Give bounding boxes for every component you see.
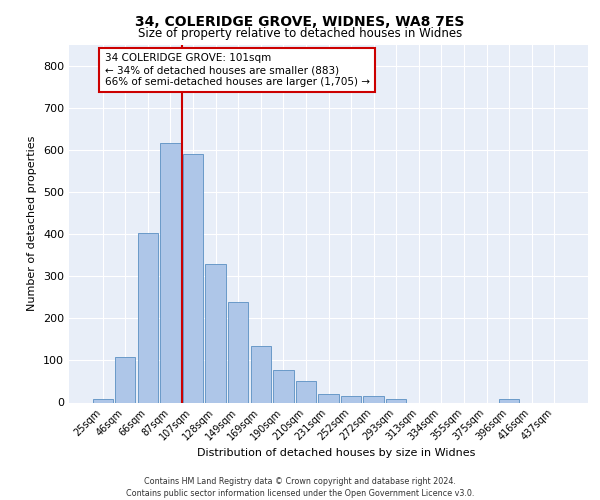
- Bar: [92, 399, 113, 402]
- Bar: [251, 346, 271, 403]
- Bar: [205, 264, 226, 402]
- Text: 34 COLERIDGE GROVE: 101sqm
← 34% of detached houses are smaller (883)
66% of sem: 34 COLERIDGE GROVE: 101sqm ← 34% of deta…: [104, 54, 370, 86]
- Text: Contains HM Land Registry data © Crown copyright and database right 2024.
Contai: Contains HM Land Registry data © Crown c…: [126, 476, 474, 498]
- Text: Size of property relative to detached houses in Widnes: Size of property relative to detached ho…: [138, 28, 462, 40]
- Text: 34, COLERIDGE GROVE, WIDNES, WA8 7ES: 34, COLERIDGE GROVE, WIDNES, WA8 7ES: [136, 15, 464, 29]
- Bar: [228, 302, 248, 402]
- Bar: [115, 358, 136, 403]
- Bar: [160, 143, 181, 403]
- Bar: [296, 382, 316, 402]
- Bar: [273, 370, 293, 402]
- Text: Distribution of detached houses by size in Widnes: Distribution of detached houses by size …: [197, 448, 475, 458]
- Bar: [319, 394, 338, 402]
- Bar: [341, 396, 361, 402]
- Bar: [386, 399, 406, 402]
- Y-axis label: Number of detached properties: Number of detached properties: [28, 136, 37, 312]
- Bar: [138, 233, 158, 402]
- Bar: [183, 154, 203, 402]
- Bar: [499, 399, 519, 402]
- Bar: [364, 396, 384, 402]
